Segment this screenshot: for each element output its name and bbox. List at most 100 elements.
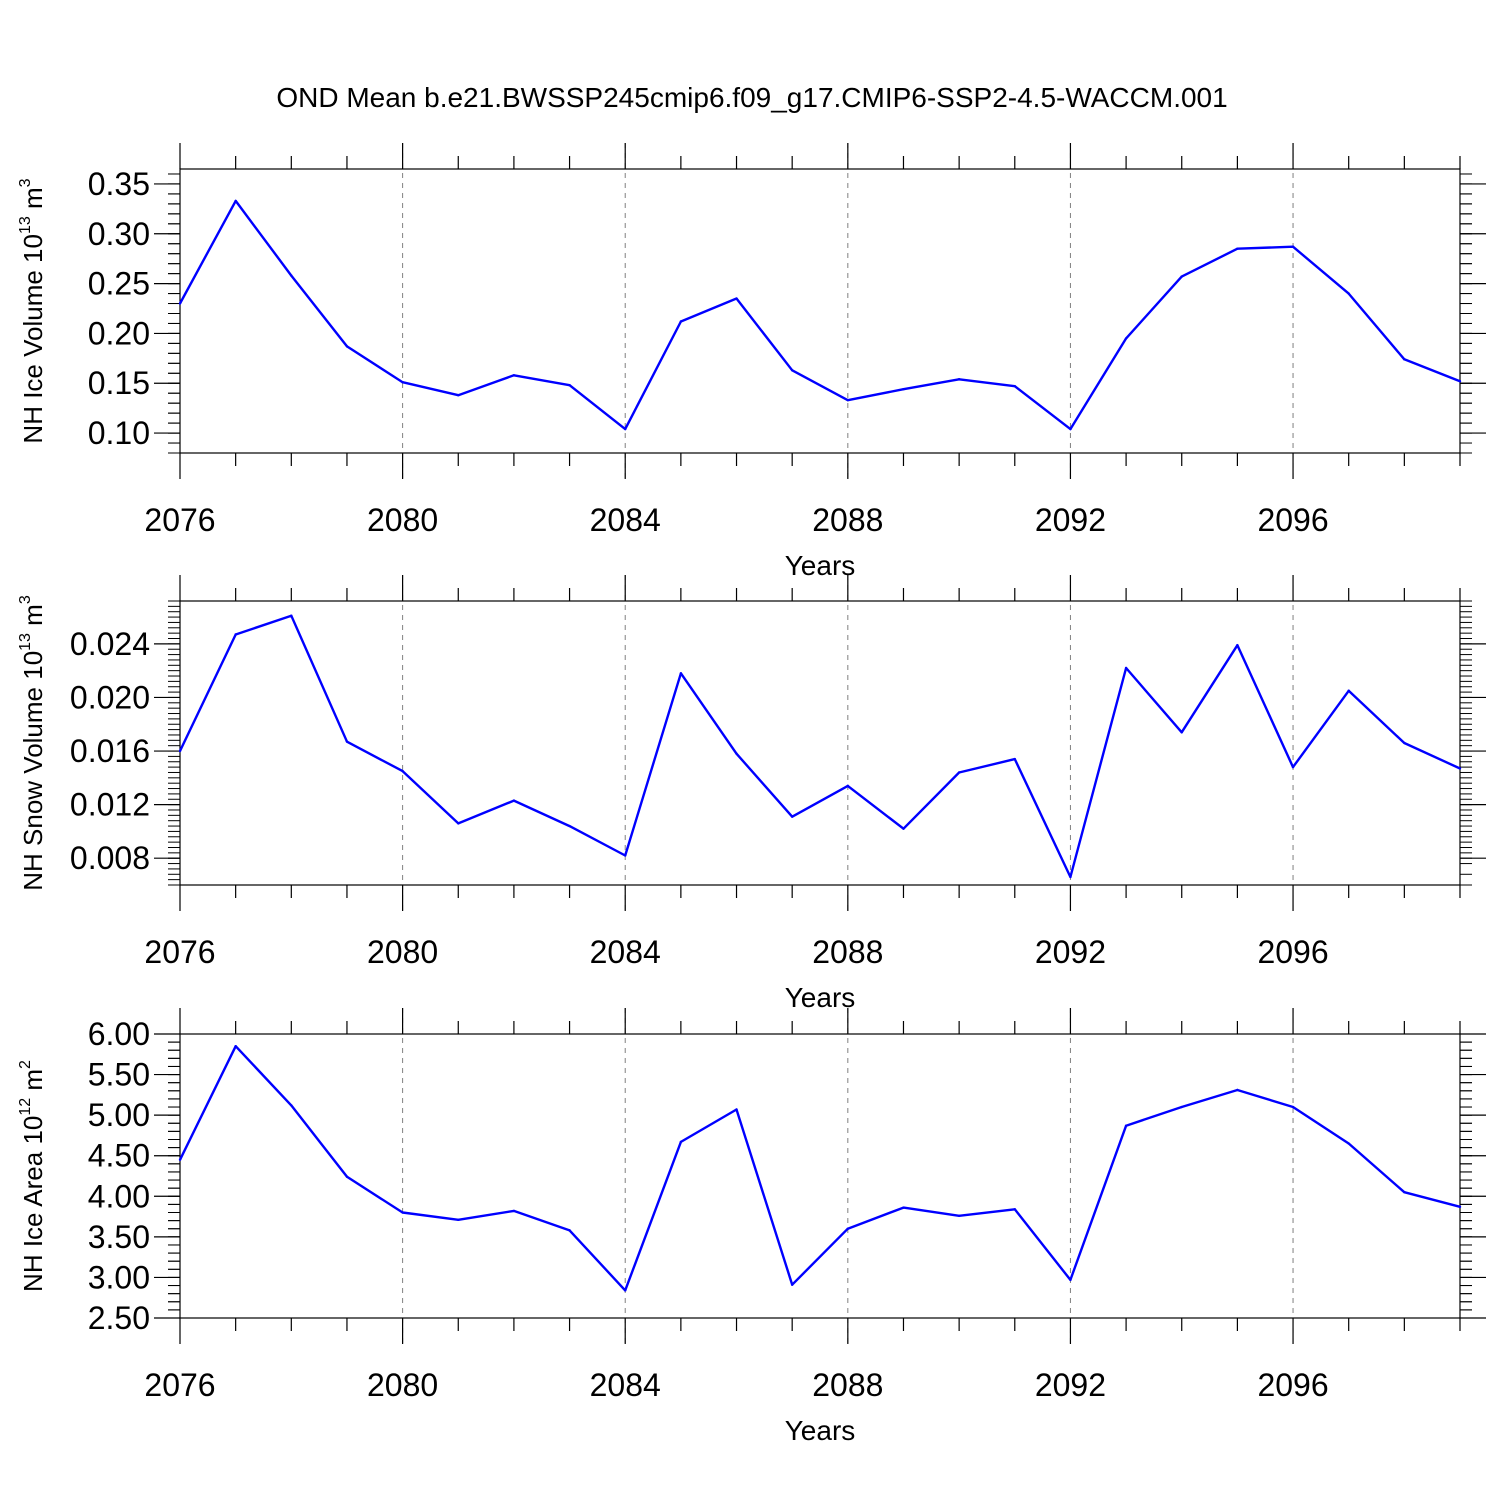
data-point: [178, 1158, 182, 1161]
data-point: [234, 633, 237, 636]
data-point: [1403, 1191, 1406, 1194]
data-point: [679, 672, 683, 675]
data-point: [345, 1175, 349, 1179]
x-tick-label: 2088: [812, 502, 883, 538]
data-point: [957, 378, 961, 381]
data-point: [902, 1206, 905, 1209]
x-tick-label: 2076: [144, 934, 215, 970]
data-point: [957, 771, 961, 774]
data-point: [457, 394, 460, 397]
x-tick-label: 2080: [367, 1367, 438, 1403]
data-point: [178, 749, 182, 753]
y-axis-label-exp: 13: [17, 216, 34, 234]
data-point: [1069, 1278, 1072, 1282]
x-axis-label: Years: [785, 1415, 856, 1446]
x-tick-label: 2076: [144, 502, 215, 538]
data-point: [735, 1108, 738, 1111]
plot-frame: [179, 168, 1461, 454]
y-tick-label: 0.012: [70, 787, 150, 823]
y-tick-label: 4.00: [88, 1178, 150, 1214]
data-point: [1013, 757, 1016, 761]
data-point: [568, 824, 571, 828]
data-point: [512, 1209, 516, 1213]
x-tick-label: 2096: [1257, 502, 1328, 538]
x-tick-label: 2084: [590, 1367, 661, 1403]
y-tick-label: 0.35: [88, 166, 150, 202]
data-point: [1458, 1205, 1462, 1209]
x-tick-label: 2096: [1257, 934, 1328, 970]
data-point: [512, 799, 516, 802]
x-tick-label: 2076: [144, 1367, 215, 1403]
data-point: [290, 274, 293, 277]
data-point: [1069, 427, 1072, 431]
y-tick-label: 0.10: [88, 415, 150, 451]
data-point: [1180, 1105, 1183, 1109]
data-point: [624, 427, 627, 431]
data-point: [568, 1229, 571, 1232]
y-axis-label-exp: 12: [17, 1098, 34, 1116]
data-point: [345, 740, 349, 743]
y-tick-label: 0.15: [88, 365, 150, 401]
data-point: [1347, 689, 1350, 692]
data-point: [1180, 731, 1183, 734]
chart-title: OND Mean b.e21.BWSSP245cmip6.f09_g17.CMI…: [276, 82, 1227, 113]
data-point: [178, 302, 182, 305]
y-axis-label-main: NH Ice Volume 10: [18, 234, 48, 444]
y-axis-label-unit-exp: 3: [17, 595, 34, 604]
y-tick-label: 0.016: [70, 733, 150, 769]
x-tick-label: 2092: [1035, 1367, 1106, 1403]
x-tick-label: 2088: [812, 1367, 883, 1403]
data-point: [1236, 644, 1239, 647]
y-axis-label-exp: 13: [17, 633, 34, 651]
x-tick-label: 2088: [812, 934, 883, 970]
data-point: [1291, 765, 1295, 769]
panel-2: 2076 2080 2084 2088 2092 2096 0.008 0.012 0.016 0…: [17, 575, 1486, 1013]
data-point: [457, 1218, 460, 1222]
data-series-line: [178, 614, 1461, 879]
y-tick-label: 0.020: [70, 679, 150, 715]
x-tick-label: 2092: [1035, 502, 1106, 538]
x-tick-label: 2080: [367, 934, 438, 970]
data-point: [790, 369, 794, 372]
data-point: [1013, 1208, 1016, 1211]
y-axis-label-unit: m: [18, 187, 48, 216]
data-point: [1347, 292, 1350, 295]
x-tick-label: 2084: [590, 934, 661, 970]
y-tick-label: 3.00: [88, 1259, 150, 1295]
y-axis-label-main: NH Snow Volume 10: [18, 651, 48, 891]
data-point: [735, 297, 738, 300]
data-point: [345, 345, 349, 348]
data-point: [679, 1140, 683, 1144]
data-point: [1124, 337, 1128, 340]
data-point: [1403, 358, 1406, 361]
data-point: [957, 1214, 961, 1217]
y-axis-label: NH Snow Volume 1013 m3: [17, 595, 48, 891]
y-tick-label: 6.00: [88, 1016, 150, 1052]
y-tick-label: 0.25: [88, 266, 150, 302]
data-point: [735, 752, 738, 755]
data-point: [790, 1283, 794, 1286]
y-tick-label: 4.50: [88, 1138, 150, 1174]
x-axis-label: Years: [785, 982, 856, 1013]
data-point: [1124, 1124, 1128, 1127]
plot-frame: [179, 600, 1461, 886]
data-point: [1458, 767, 1462, 770]
panel-1: 2076 2080 2084 2088 2092 2096 0.10 0.15 0.20 0.25…: [17, 143, 1486, 581]
data-point: [1236, 247, 1239, 250]
data-point: [679, 320, 683, 323]
y-axis-label-unit-exp: 2: [17, 1060, 34, 1069]
data-point: [1403, 741, 1406, 745]
y-tick-label: 0.30: [88, 216, 150, 252]
plot-frame: [179, 1033, 1461, 1319]
x-tick-label: 2080: [367, 502, 438, 538]
data-point: [1069, 875, 1072, 879]
data-point: [457, 822, 460, 825]
data-point: [1291, 1105, 1295, 1109]
data-point: [846, 784, 850, 788]
data-point: [1236, 1088, 1239, 1092]
data-point: [401, 769, 404, 773]
data-point: [902, 388, 905, 391]
x-tick-label: 2092: [1035, 934, 1106, 970]
data-point: [290, 614, 293, 617]
data-point: [401, 381, 404, 384]
